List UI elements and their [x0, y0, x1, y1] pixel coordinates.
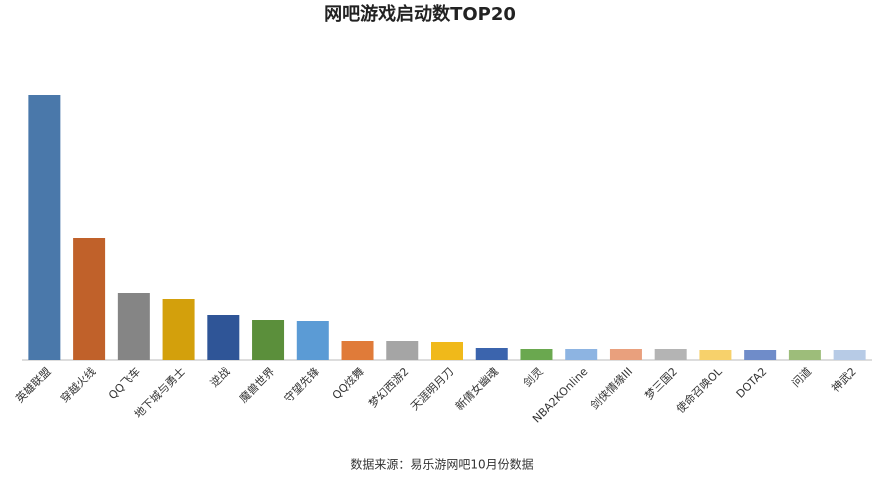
bar: [654, 349, 687, 360]
x-tick-label: 守望先锋: [281, 364, 322, 405]
bar: [73, 238, 106, 360]
bar: [833, 350, 866, 360]
x-tick-label: 神武2: [828, 364, 858, 394]
bar: [296, 321, 329, 360]
bar: [475, 348, 508, 360]
x-tick-label: 使命召唤OL: [673, 364, 725, 416]
x-tick-label: 梦幻西游2: [366, 365, 411, 410]
bar: [565, 349, 598, 360]
bar: [609, 349, 642, 360]
x-tick-label: QQ炫舞: [329, 364, 367, 402]
x-tick-label: 问道: [789, 364, 814, 389]
source-note: 数据来源：易乐游网吧10月份数据: [350, 457, 533, 472]
bar: [207, 315, 240, 360]
x-tick-label: 逆战: [207, 364, 232, 389]
bar: [699, 350, 732, 360]
x-tick-label: 剑灵: [520, 364, 545, 389]
bar: [28, 95, 61, 360]
bar: [788, 350, 821, 360]
bar: [162, 299, 195, 360]
x-tick-label: QQ飞车: [105, 364, 143, 402]
bar: [744, 350, 777, 360]
x-tick-label: 英雄联盟: [13, 364, 54, 405]
x-tick-label: 天涯明月刀: [407, 364, 456, 413]
bar: [520, 349, 553, 360]
x-tick-label: 魔兽世界: [236, 364, 277, 405]
x-tick-label: 新倩女幽魂: [452, 364, 501, 413]
x-tick-label: 梦三国2: [642, 365, 679, 402]
bar: [252, 320, 285, 360]
x-tick-label: 穿越火线: [57, 364, 98, 405]
x-tick-label: 剑侠情缘III: [587, 364, 635, 412]
bar: [431, 342, 463, 360]
bar: [386, 341, 419, 360]
bar: [117, 293, 150, 360]
chart-title: 网吧游戏启动数TOP20: [324, 3, 516, 25]
x-tick-label: DOTA2: [734, 365, 770, 401]
bar: [341, 341, 374, 360]
